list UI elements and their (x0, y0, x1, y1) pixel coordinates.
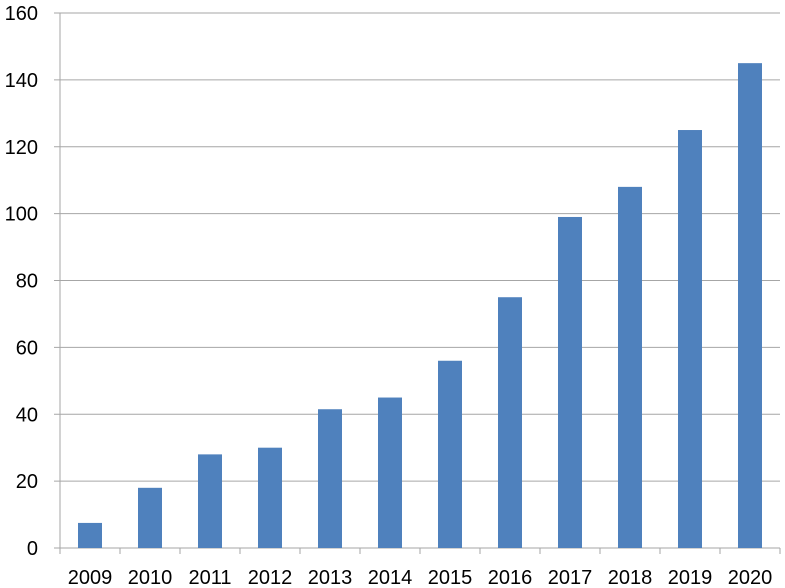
gridlines (60, 12, 780, 482)
y-tick-label: 20 (16, 471, 38, 493)
bar-2010 (138, 487, 162, 548)
y-tick-label: 80 (16, 271, 38, 293)
x-tick-label: 2020 (728, 567, 773, 588)
y-tick-labels: 0 20 40 60 80 100 120 140 160 (5, 3, 38, 560)
bar-2017 (558, 216, 582, 548)
bar-2009 (78, 522, 102, 548)
x-tick-label: 2015 (428, 567, 473, 588)
bar-2013 (318, 409, 342, 548)
axes (54, 12, 781, 554)
y-tick-label: 140 (5, 70, 38, 92)
bar-2011 (198, 454, 222, 548)
x-tick-label: 2011 (188, 567, 231, 588)
bars (78, 63, 762, 548)
x-tick-label: 2016 (488, 567, 533, 588)
x-tick-label: 2018 (608, 567, 653, 588)
bar-2016 (498, 297, 522, 548)
bar-2012 (258, 447, 282, 548)
bar-2019 (678, 130, 702, 548)
y-tick-label: 0 (27, 538, 38, 560)
y-tick-label: 60 (16, 337, 38, 359)
y-tick-label: 100 (5, 204, 38, 226)
bar-2015 (438, 360, 462, 548)
bar-2020 (738, 63, 762, 548)
x-tick-label: 2009 (68, 567, 113, 588)
x-tick-label: 2012 (248, 567, 293, 588)
y-tick-label: 160 (5, 3, 38, 25)
x-tick-label: 2019 (668, 567, 713, 588)
x-tick-label: 2010 (128, 567, 173, 588)
y-tick-label: 120 (5, 137, 38, 159)
x-tick-label: 2013 (308, 567, 353, 588)
x-tick-label: 2014 (368, 567, 413, 588)
bar-2018 (618, 186, 642, 548)
bar-2014 (378, 397, 402, 548)
x-tick-label: 2017 (548, 567, 593, 588)
x-tick-labels: 2009 2010 2011 2012 2013 2014 2015 2016 2017 2018… (68, 567, 773, 588)
y-tick-label: 40 (16, 404, 38, 426)
